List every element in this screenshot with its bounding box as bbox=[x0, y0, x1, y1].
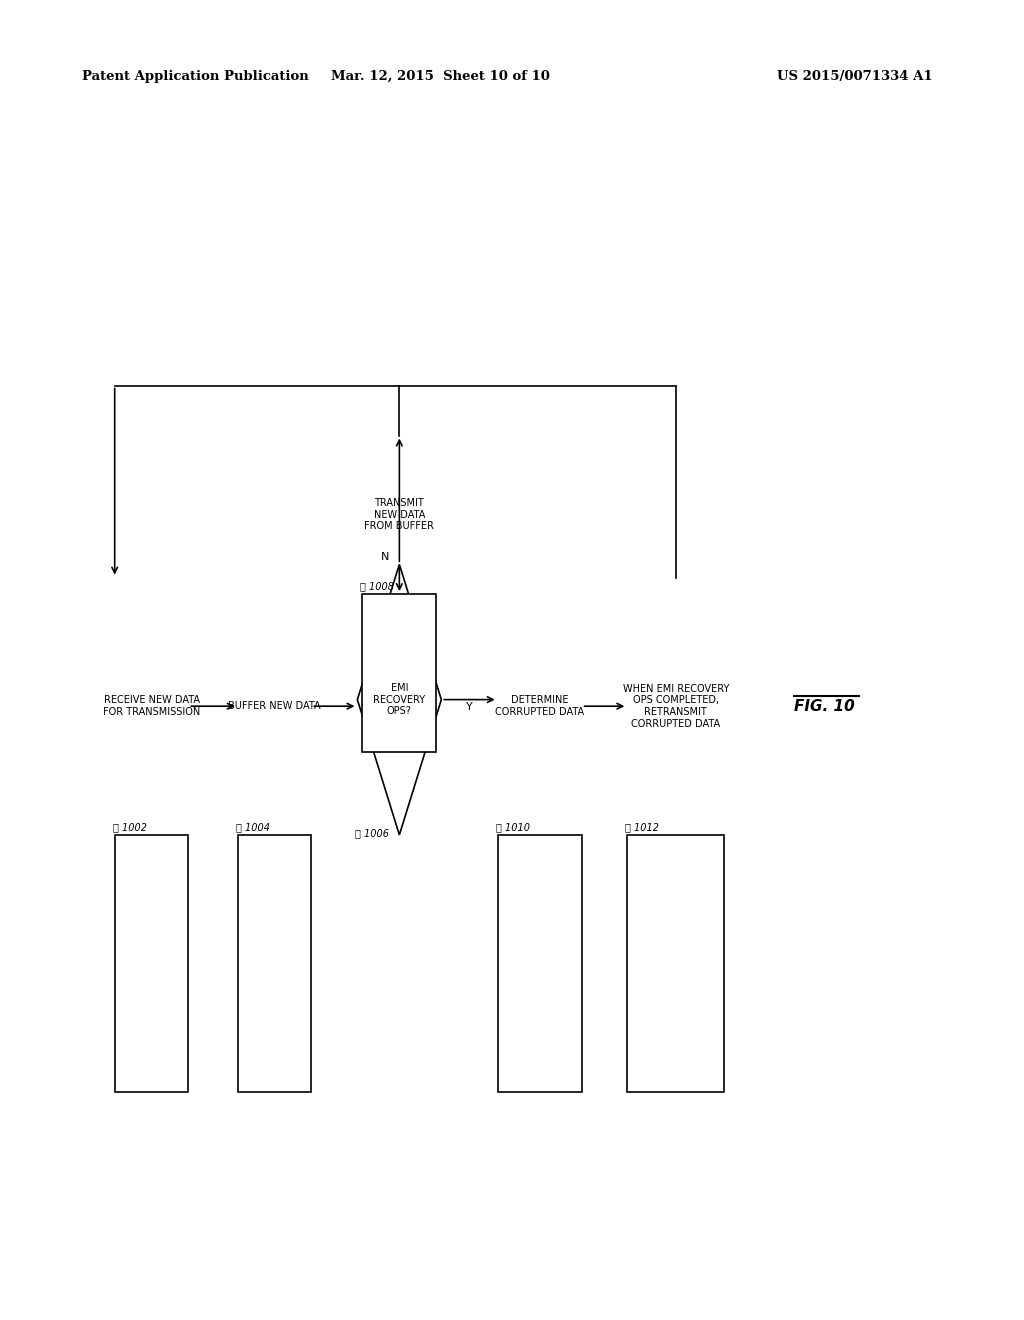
Text: Mar. 12, 2015  Sheet 10 of 10: Mar. 12, 2015 Sheet 10 of 10 bbox=[331, 70, 550, 83]
Text: ⌒ 1002: ⌒ 1002 bbox=[113, 822, 146, 832]
Text: ⌒ 1006: ⌒ 1006 bbox=[355, 828, 389, 838]
Text: WHEN EMI RECOVERY
OPS COMPLETED,
RETRANSMIT
CORRUPTED DATA: WHEN EMI RECOVERY OPS COMPLETED, RETRANS… bbox=[623, 684, 729, 729]
Text: TRANSMIT
NEW DATA
FROM BUFFER: TRANSMIT NEW DATA FROM BUFFER bbox=[365, 498, 434, 532]
Text: ⌒ 1012: ⌒ 1012 bbox=[626, 822, 659, 832]
Bar bbox=[627, 836, 725, 1093]
Text: Y: Y bbox=[466, 702, 473, 711]
Bar bbox=[238, 836, 311, 1093]
Text: Patent Application Publication: Patent Application Publication bbox=[82, 70, 308, 83]
Text: FIG. 10: FIG. 10 bbox=[794, 698, 854, 714]
Bar bbox=[498, 836, 582, 1093]
Text: BUFFER NEW DATA: BUFFER NEW DATA bbox=[228, 701, 321, 711]
Bar bbox=[362, 594, 436, 752]
Text: ⌒ 1004: ⌒ 1004 bbox=[236, 822, 269, 832]
Text: ⌒ 1008: ⌒ 1008 bbox=[360, 581, 394, 591]
Text: DETERMINE
CORRUPTED DATA: DETERMINE CORRUPTED DATA bbox=[495, 696, 585, 717]
Text: N: N bbox=[381, 552, 389, 562]
Text: US 2015/0071334 A1: US 2015/0071334 A1 bbox=[777, 70, 933, 83]
Polygon shape bbox=[357, 565, 441, 836]
Bar bbox=[115, 836, 188, 1093]
Text: EMI
RECOVERY
OPS?: EMI RECOVERY OPS? bbox=[374, 682, 425, 717]
Text: ⌒ 1010: ⌒ 1010 bbox=[496, 822, 529, 832]
Text: RECEIVE NEW DATA
FOR TRANSMISSION: RECEIVE NEW DATA FOR TRANSMISSION bbox=[103, 696, 200, 717]
